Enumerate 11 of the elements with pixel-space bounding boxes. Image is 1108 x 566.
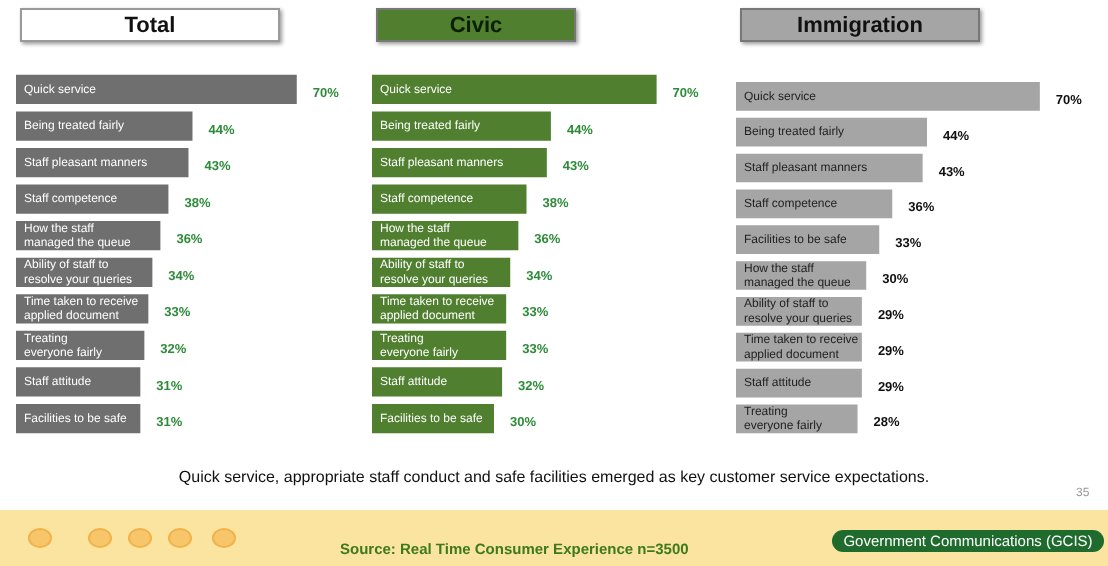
bar (372, 74, 657, 105)
bar (372, 111, 551, 141)
bar (372, 367, 503, 397)
bar (16, 74, 297, 105)
bar (736, 81, 1040, 111)
chart-title: Immigration (740, 8, 980, 42)
bar (16, 367, 141, 397)
text: Quick service, appropriate staff conduct and safe facilities emerged as key customer service expectations. (176, 468, 932, 486)
chart-title: Total (20, 8, 280, 42)
chart-title: Civic (376, 8, 576, 42)
bar (16, 111, 193, 141)
